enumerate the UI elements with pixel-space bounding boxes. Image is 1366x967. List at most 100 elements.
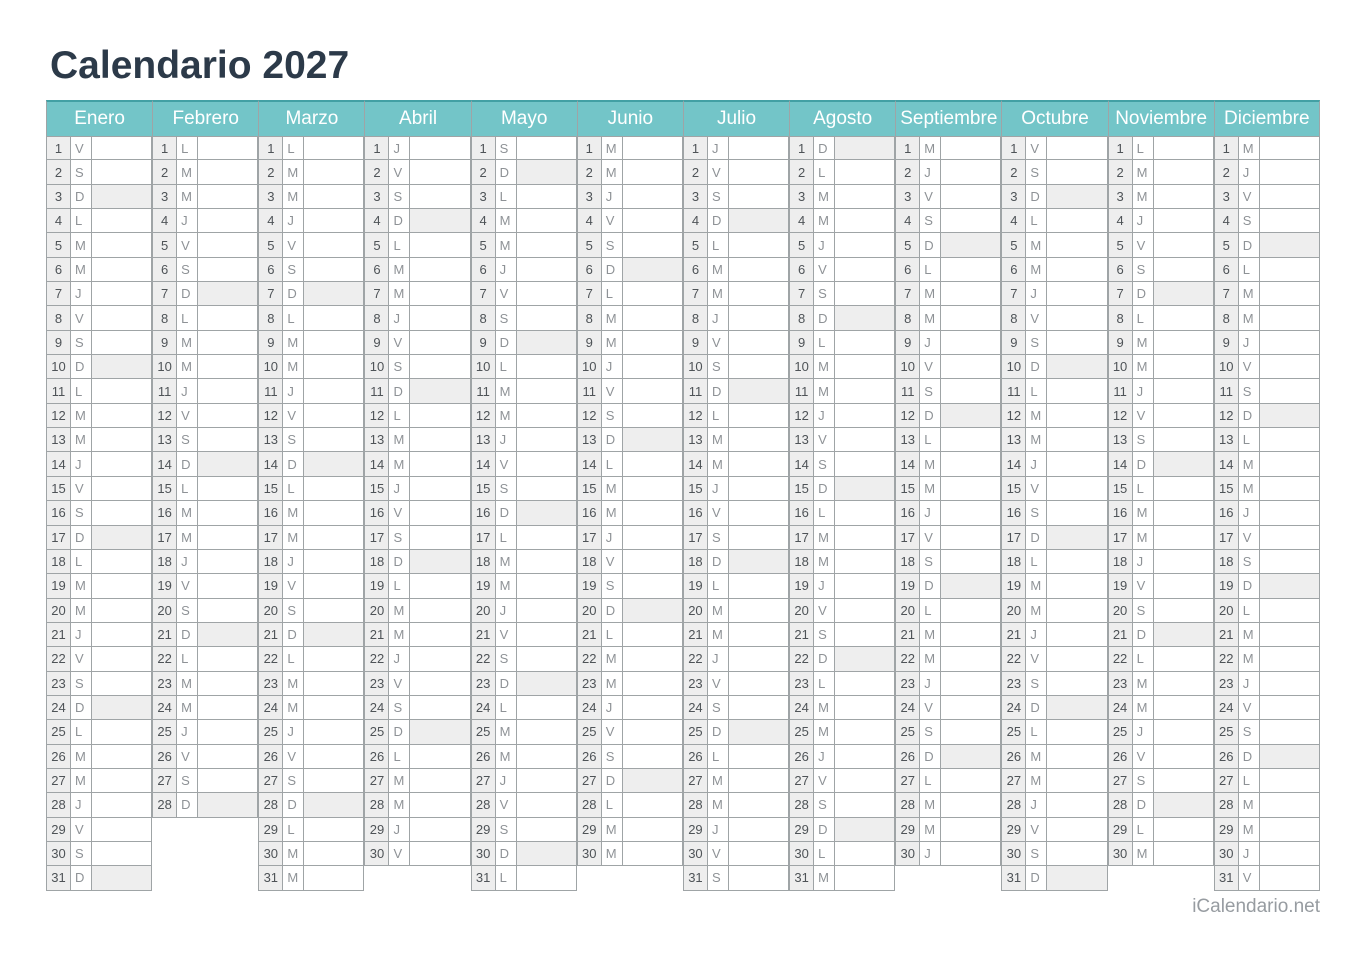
day-number: 23 xyxy=(364,671,390,695)
day-note-space xyxy=(1153,549,1214,574)
month-grid: 1 V 2 S 3 D 4 L 5 M 6 M 7 J 8 V 9 S 10 D 11 L 12 M 13 M 14 J 15 V 16 S 1… xyxy=(46,136,153,891)
weekday-letter: L xyxy=(495,184,517,209)
day-note-space xyxy=(941,257,1002,282)
day-note-space xyxy=(622,647,683,671)
weekday-letter: D xyxy=(177,793,199,817)
day-number: 28 xyxy=(789,793,815,817)
day-row: 28 M xyxy=(364,793,471,818)
weekday-letter: V xyxy=(1238,695,1260,720)
day-number: 24 xyxy=(258,695,284,720)
day-row: 26 V xyxy=(258,744,365,769)
day-row: 17 M xyxy=(1107,525,1214,550)
weekday-letter: M xyxy=(920,647,942,671)
day-note-space xyxy=(1047,355,1108,379)
day-note-space xyxy=(516,549,577,574)
day-row: 12 M xyxy=(46,403,153,429)
day-row: 19 S xyxy=(576,574,683,599)
weekday-letter: J xyxy=(707,647,729,671)
day-note-space xyxy=(941,355,1002,379)
weekday-letter: J xyxy=(177,549,199,574)
day-row: 22 M xyxy=(1213,647,1320,672)
day-row: 14 J xyxy=(46,452,153,477)
day-note-space xyxy=(835,379,896,403)
weekday-letter: V xyxy=(1026,137,1048,160)
day-note-space xyxy=(1153,379,1214,403)
day-note-space xyxy=(198,574,259,598)
day-note-space xyxy=(835,501,896,525)
day-note-space xyxy=(1047,257,1108,282)
day-row: 22 M xyxy=(576,647,683,672)
day-number: 7 xyxy=(470,282,496,306)
day-row: 25 V xyxy=(576,720,683,745)
day-number: 18 xyxy=(258,549,284,574)
day-note-space xyxy=(1153,330,1214,355)
weekday-letter: S xyxy=(1132,257,1154,282)
day-number: 27 xyxy=(789,768,815,793)
day-number: 13 xyxy=(682,428,708,452)
day-note-space xyxy=(1153,598,1214,622)
day-note-space xyxy=(516,403,577,428)
day-number: 10 xyxy=(1213,355,1239,379)
day-number: 12 xyxy=(682,403,708,428)
day-note-space xyxy=(304,306,365,330)
day-note-space xyxy=(622,306,683,330)
day-note-space xyxy=(1047,525,1108,549)
weekday-letter: L xyxy=(707,574,729,598)
day-number: 16 xyxy=(364,501,390,525)
day-note-space xyxy=(1259,720,1320,744)
day-row: 10 M xyxy=(258,355,365,380)
day-number: 30 xyxy=(1001,841,1027,866)
day-note-space xyxy=(304,403,365,428)
day-number: 23 xyxy=(46,671,71,695)
day-number: 11 xyxy=(576,379,602,403)
weekday-letter: L xyxy=(389,403,411,428)
day-number: 14 xyxy=(46,452,71,476)
day-row: 15 J xyxy=(364,476,471,502)
day-note-space xyxy=(410,428,471,452)
weekday-letter: L xyxy=(601,793,623,817)
day-note-space xyxy=(941,574,1002,598)
day-number: 17 xyxy=(789,525,815,549)
day-note-space xyxy=(728,209,790,233)
day-number: 21 xyxy=(470,622,496,647)
day-number: 7 xyxy=(789,282,815,306)
day-note-space xyxy=(941,841,1002,866)
day-number: 25 xyxy=(46,720,71,744)
day-row: 18 J xyxy=(1107,549,1214,575)
day-number: 18 xyxy=(789,549,815,574)
day-number: 1 xyxy=(1107,137,1133,160)
day-note-space xyxy=(92,184,153,209)
day-row: 15 M xyxy=(895,476,1002,502)
day-note-space xyxy=(1047,549,1108,574)
day-number: 23 xyxy=(152,671,178,695)
day-row: 17 D xyxy=(46,525,153,550)
day-number: 11 xyxy=(895,379,921,403)
weekday-letter: J xyxy=(920,160,942,184)
day-number: 21 xyxy=(364,622,390,647)
day-row: 10 S xyxy=(364,355,471,380)
day-note-space xyxy=(622,233,683,257)
day-note-space xyxy=(1259,549,1320,574)
day-row: 18 M xyxy=(789,549,896,575)
weekday-letter: L xyxy=(495,695,517,720)
weekday-letter: M xyxy=(283,841,305,866)
day-number: 2 xyxy=(789,160,815,184)
weekday-letter: V xyxy=(71,137,92,160)
day-note-space xyxy=(92,695,153,720)
day-note-space xyxy=(622,501,683,525)
day-number: 31 xyxy=(258,866,284,890)
day-number: 30 xyxy=(895,841,921,866)
day-number: 8 xyxy=(470,306,496,330)
day-number: 23 xyxy=(470,671,496,695)
day-row: 25 J xyxy=(1107,720,1214,745)
day-note-space xyxy=(304,330,365,355)
day-number: 4 xyxy=(258,209,284,233)
